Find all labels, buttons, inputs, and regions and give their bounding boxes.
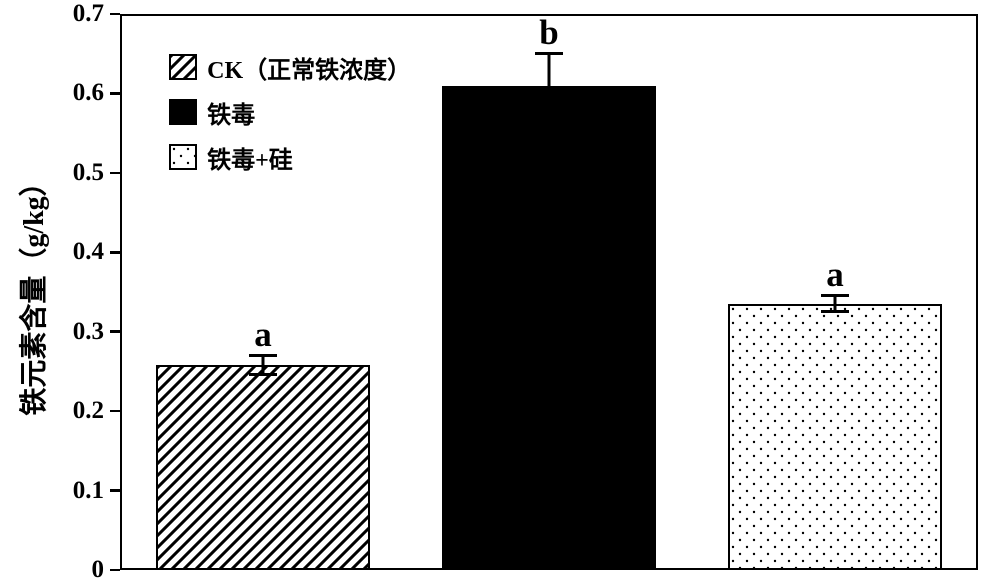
legend-label: 铁毒+硅 <box>207 140 293 175</box>
error-bar-line <box>548 54 551 118</box>
error-bar-cap-bottom <box>821 310 849 313</box>
bar-chart: 铁元素含量（g/kg） 0 0.1 0.2 0.3 0.4 0.5 0.6 0.7 a b a CK（正… <box>0 0 1000 588</box>
y-tick-mark <box>110 251 120 254</box>
y-axis-title: 铁元素含量（g/kg） <box>12 168 52 415</box>
bar <box>156 365 371 570</box>
y-tick-label: 0.1 <box>73 477 104 505</box>
significance-label: a <box>254 315 272 355</box>
legend-entry: CK（正常铁浓度） <box>169 50 411 85</box>
y-tick-mark <box>110 330 120 333</box>
y-tick-mark <box>110 92 120 95</box>
legend-label: 铁毒 <box>207 95 255 130</box>
y-tick-label: 0.2 <box>73 397 104 425</box>
y-tick-mark <box>110 569 120 572</box>
significance-label: a <box>826 255 844 295</box>
error-bar-cap-bottom <box>249 373 277 376</box>
y-tick-label: 0.4 <box>73 238 104 266</box>
y-tick-label: 0.7 <box>73 0 104 28</box>
y-tick-label: 0 <box>92 556 105 584</box>
y-tick-mark <box>110 489 120 492</box>
y-tick-label: 0.3 <box>73 318 104 346</box>
error-bar-cap-bottom <box>535 116 563 119</box>
legend-label: CK（正常铁浓度） <box>207 50 411 85</box>
bar <box>442 86 657 571</box>
significance-label: b <box>539 13 558 53</box>
legend-swatch <box>169 144 197 170</box>
y-tick-mark <box>110 172 120 175</box>
legend-swatch <box>169 99 197 125</box>
error-bar-line <box>262 356 265 375</box>
legend-entry: 铁毒 <box>169 95 411 130</box>
y-tick-mark <box>110 13 120 16</box>
y-tick-label: 0.5 <box>73 159 104 187</box>
legend-swatch <box>169 54 197 80</box>
bar <box>728 304 943 570</box>
legend-entry: 铁毒+硅 <box>169 140 411 175</box>
y-tick-mark <box>110 410 120 413</box>
legend: CK（正常铁浓度） 铁毒铁毒+硅 <box>161 36 419 189</box>
y-tick-label: 0.6 <box>73 79 104 107</box>
